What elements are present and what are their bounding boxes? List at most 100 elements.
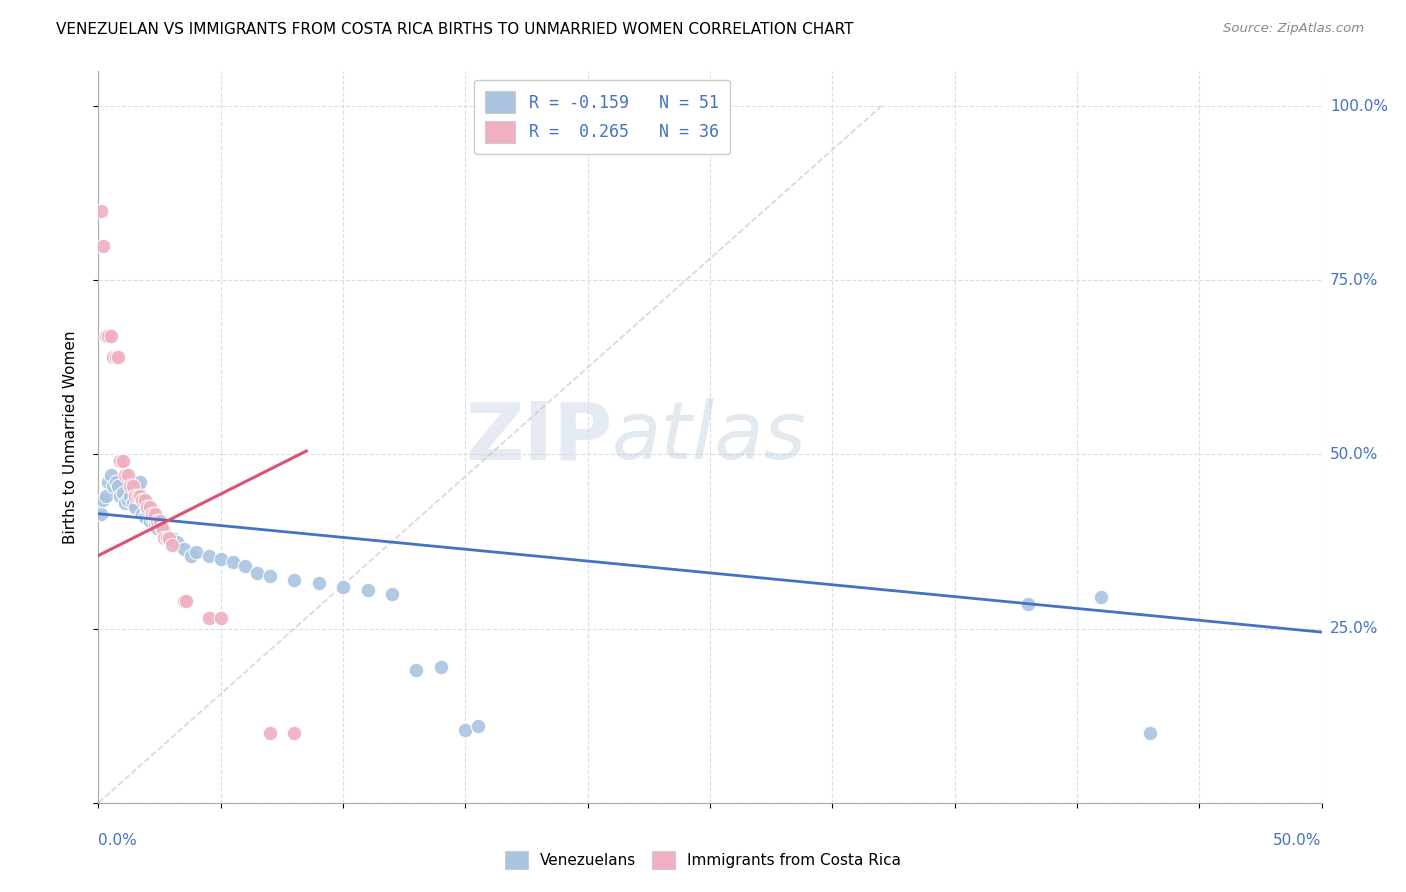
Point (233, 558, 256, 573)
Point (90, 203, 112, 218)
Point (97, 475, 120, 490)
Point (131, 507, 153, 521)
Point (150, 521, 173, 535)
Text: VENEZUELAN VS IMMIGRANTS FROM COSTA RICA BIRTHS TO UNMARRIED WOMEN CORRELATION C: VENEZUELAN VS IMMIGRANTS FROM COSTA RICA… (56, 22, 853, 37)
Point (129, 475, 152, 490)
Point (197, 611, 219, 625)
Text: ZIP: ZIP (465, 398, 612, 476)
Point (356, 583, 378, 598)
Point (149, 517, 172, 532)
Point (467, 719, 489, 733)
Text: 75.0%: 75.0% (1330, 273, 1378, 288)
Point (180, 549, 202, 563)
Point (143, 507, 166, 521)
Point (120, 489, 142, 503)
Legend: Venezuelans, Immigrants from Costa Rica: Venezuelans, Immigrants from Costa Rica (499, 845, 907, 875)
Point (134, 510, 156, 524)
Point (146, 521, 169, 535)
Text: 100.0%: 100.0% (1330, 99, 1388, 113)
Text: 50.0%: 50.0% (1274, 833, 1322, 848)
Point (222, 556, 245, 570)
Point (127, 489, 149, 503)
Point (114, 468, 136, 483)
Legend: R = -0.159   N = 51, R =  0.265   N = 36: R = -0.159 N = 51, R = 0.265 N = 36 (474, 79, 730, 154)
Point (100, 329, 122, 343)
Point (100, 468, 122, 483)
Point (91, 238, 114, 252)
Point (153, 531, 176, 545)
Point (127, 483, 149, 497)
Point (94, 489, 117, 503)
Point (110, 489, 132, 503)
Point (405, 664, 427, 678)
Point (308, 576, 330, 591)
Point (141, 510, 163, 524)
Point (129, 489, 152, 503)
Point (139, 500, 162, 514)
Point (160, 531, 183, 545)
Point (110, 454, 132, 468)
Point (101, 479, 124, 493)
Point (114, 496, 136, 510)
Point (283, 726, 305, 740)
Point (104, 350, 127, 364)
Point (160, 538, 183, 552)
Point (143, 517, 166, 532)
Point (97, 329, 120, 343)
Point (173, 594, 195, 608)
Point (136, 500, 159, 514)
Point (146, 514, 169, 528)
Point (381, 587, 404, 601)
Point (139, 514, 162, 528)
Point (430, 660, 453, 674)
Point (117, 468, 139, 483)
Point (120, 479, 142, 493)
Point (117, 492, 139, 507)
Point (283, 573, 305, 587)
Point (121, 479, 143, 493)
Point (176, 594, 198, 608)
Point (259, 569, 281, 583)
Point (153, 524, 176, 538)
Point (141, 507, 163, 521)
Text: Source: ZipAtlas.com: Source: ZipAtlas.com (1223, 22, 1364, 36)
Point (90, 507, 112, 521)
Point (131, 492, 153, 507)
Point (157, 531, 180, 545)
Text: atlas: atlas (612, 398, 807, 476)
Point (104, 475, 127, 490)
Point (101, 350, 124, 364)
Point (107, 350, 129, 364)
Point (156, 531, 179, 545)
Point (124, 500, 146, 514)
Point (150, 521, 173, 535)
Y-axis label: Births to Unmarried Women: Births to Unmarried Women (63, 330, 77, 544)
Point (259, 726, 281, 740)
Text: 25.0%: 25.0% (1330, 621, 1378, 636)
Point (166, 534, 188, 549)
Text: 0.0%: 0.0% (98, 833, 138, 848)
Point (156, 531, 179, 545)
Point (136, 503, 159, 517)
Point (121, 496, 143, 510)
Point (149, 514, 172, 528)
Point (209, 552, 232, 566)
Text: 50.0%: 50.0% (1330, 447, 1378, 462)
Point (209, 611, 232, 625)
Point (1017, 597, 1039, 611)
Point (111, 454, 134, 468)
Point (454, 723, 477, 737)
Point (1090, 591, 1112, 605)
Point (1139, 726, 1161, 740)
Point (173, 541, 195, 556)
Point (134, 492, 156, 507)
Point (124, 489, 146, 503)
Point (91, 492, 114, 507)
Point (246, 566, 269, 580)
Point (197, 549, 219, 563)
Point (111, 485, 134, 500)
Point (332, 580, 354, 594)
Point (94, 329, 117, 343)
Point (107, 479, 129, 493)
Point (186, 545, 208, 559)
